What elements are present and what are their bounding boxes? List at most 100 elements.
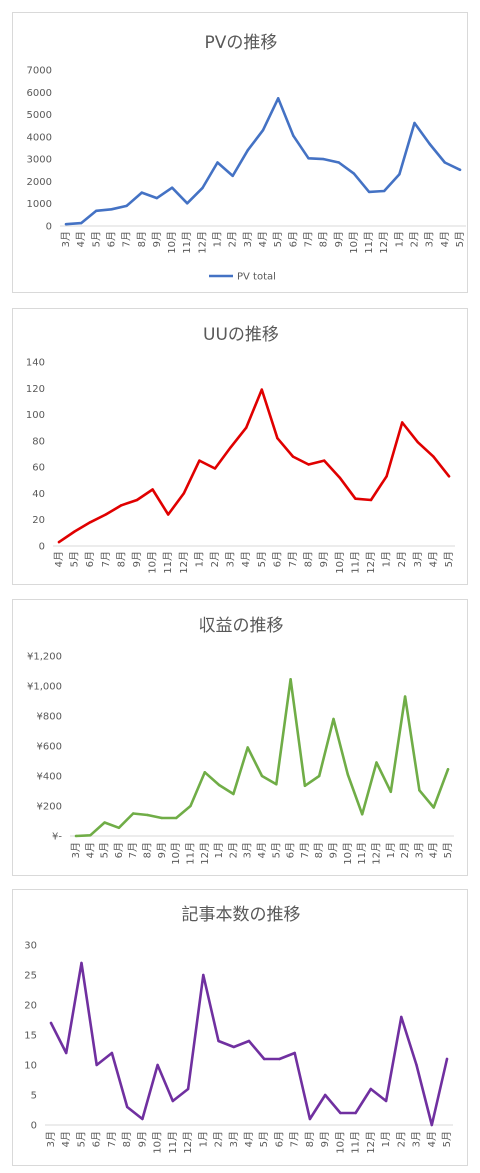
data-point	[416, 440, 419, 444]
x-tick-label: 7月	[121, 231, 133, 247]
x-tick-label: 11月	[356, 842, 368, 865]
x-tick-label: 1月	[380, 1131, 392, 1147]
data-point	[323, 459, 326, 462]
data-point	[246, 149, 250, 152]
data-point	[369, 498, 373, 502]
data-point	[182, 492, 185, 495]
x-tick-label: 4月	[240, 551, 252, 567]
data-point	[400, 1015, 403, 1019]
data-point	[428, 142, 431, 146]
data-point	[322, 157, 325, 161]
data-point	[132, 812, 135, 815]
x-tick-label: 5月	[258, 1131, 270, 1147]
data-point	[198, 459, 201, 462]
data-point	[213, 467, 217, 470]
data-point	[303, 784, 307, 787]
x-tick-label: 6月	[84, 551, 96, 567]
x-tick-label: 1月	[193, 551, 205, 567]
x-tick-label: 8月	[303, 551, 315, 567]
x-tick-label: 9月	[318, 551, 330, 567]
chart-panel-revenue: 収益の推移 ¥- ¥200 ¥400 ¥600 ¥800 ¥1,000 ¥1,200 3月 4月 5…	[12, 599, 468, 876]
x-tick-label: 1月	[381, 551, 393, 567]
data-point	[383, 189, 386, 193]
data-point	[146, 813, 149, 817]
data-point	[401, 421, 404, 424]
data-point	[446, 768, 450, 771]
data-point	[432, 806, 435, 809]
x-tick-label: 5月	[454, 231, 466, 247]
x-tick-label: 9月	[319, 1131, 331, 1147]
data-point	[246, 746, 249, 749]
data-point	[275, 783, 278, 786]
x-tick-label: 5月	[441, 1131, 453, 1147]
data-point	[276, 97, 280, 100]
x-tick-label: 9月	[328, 842, 340, 858]
x-tick-label: 12月	[378, 231, 390, 254]
data-point	[418, 789, 421, 792]
x-tick-label: 5月	[90, 231, 102, 247]
y-tick-label: 0	[31, 1121, 37, 1132]
data-point	[323, 1093, 327, 1097]
x-tick-label: 8月	[136, 231, 148, 247]
x-tick-label: 5月	[272, 231, 284, 247]
x-tick-label: 4月	[60, 1131, 72, 1147]
x-tick-label: 8月	[304, 1131, 316, 1147]
data-point	[352, 172, 356, 175]
x-tick-label: 9月	[156, 842, 168, 858]
x-tick-label: 3月	[412, 551, 424, 567]
chart-panel-articles: 記事本数の推移 0 5 10 15 20 25 30 3月 4月 5月 6月 7月 8月 9月 10月 11月 1…	[12, 889, 468, 1166]
x-tick-label: 10月	[166, 231, 178, 254]
x-tick-label: 3月	[424, 231, 436, 247]
data-point	[186, 1087, 190, 1091]
data-point	[375, 761, 378, 764]
y-tick-label: ¥1,000	[27, 682, 62, 693]
x-tick-label: 4月	[439, 231, 451, 247]
data-point	[65, 1051, 68, 1055]
x-tick-label: 5月	[99, 842, 111, 858]
x-tick-label: 5月	[270, 842, 282, 858]
data-point	[369, 1087, 373, 1091]
data-point	[260, 388, 263, 391]
y-tick-label: 140	[26, 358, 45, 369]
x-tick-label: 6月	[285, 842, 297, 858]
x-tick-label: 11月	[349, 551, 361, 574]
x-tick-label: 5月	[256, 551, 268, 567]
x-tick-label: 9月	[151, 231, 163, 247]
y-tick-label: 5	[31, 1091, 37, 1102]
x-tick-label: 7月	[100, 551, 112, 567]
x-tick-label: 4月	[427, 551, 439, 567]
x-tick-label: 5月	[75, 1131, 87, 1147]
data-point	[170, 186, 174, 189]
x-tick-label: 3月	[411, 1131, 423, 1147]
x-tick-label: 3月	[70, 842, 82, 858]
data-point	[171, 1099, 175, 1103]
data-point	[89, 834, 92, 837]
data-point	[117, 826, 121, 829]
x-tick-label: 2月	[395, 1131, 407, 1147]
x-tick-label: 7月	[299, 842, 311, 858]
data-point	[95, 209, 98, 213]
data-point	[174, 816, 178, 820]
y-tick-label: ¥800	[37, 712, 62, 723]
data-point	[367, 190, 371, 194]
x-tick-label: 2月	[396, 551, 408, 567]
x-tick-label: 4月	[53, 551, 65, 567]
x-tick-label: 2月	[227, 231, 239, 247]
data-point	[443, 161, 447, 164]
x-tick-label: 3月	[242, 842, 254, 858]
data-point	[354, 497, 357, 500]
data-point	[103, 821, 106, 824]
y-tick-label: 120	[26, 384, 45, 395]
data-point	[261, 128, 265, 132]
data-point	[332, 717, 335, 721]
data-point	[110, 1051, 114, 1055]
x-tick-label: 9月	[136, 1131, 148, 1147]
legend-label: PV total	[237, 272, 276, 283]
data-point	[415, 1063, 418, 1067]
chart-title: 記事本数の推移	[182, 905, 301, 925]
y-tick-label: 20	[24, 1001, 37, 1012]
data-point	[89, 521, 92, 524]
data-point	[346, 773, 350, 776]
